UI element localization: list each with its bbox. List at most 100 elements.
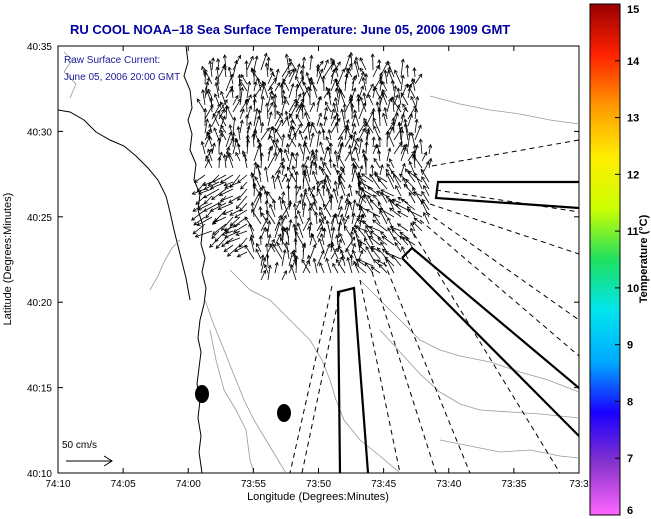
current-vector <box>223 244 234 252</box>
current-vector <box>305 165 311 183</box>
current-vector <box>358 71 365 85</box>
current-vector <box>393 174 402 190</box>
current-vector-head <box>247 121 252 126</box>
current-vector <box>281 215 287 225</box>
current-vector-head <box>220 129 224 134</box>
current-vector-head <box>319 179 323 185</box>
current-vector <box>328 129 332 141</box>
current-vector-head <box>388 158 393 163</box>
current-vector <box>238 78 248 92</box>
current-vector-head <box>381 80 386 85</box>
current-vector <box>340 166 346 176</box>
current-vector-head <box>357 239 362 244</box>
current-vector <box>428 144 432 155</box>
current-vector <box>254 176 262 190</box>
current-vector-head <box>267 220 272 225</box>
current-vector <box>316 227 323 239</box>
current-vector <box>353 164 360 183</box>
current-vector-head <box>344 73 349 78</box>
current-vector-head <box>304 191 308 196</box>
current-vector-head <box>294 184 299 189</box>
current-vector-head <box>227 66 232 71</box>
current-vector <box>210 97 213 113</box>
current-vector-head <box>254 176 259 181</box>
current-vector <box>395 185 402 197</box>
current-vector <box>355 146 360 162</box>
current-vector-head <box>237 196 241 201</box>
current-vector <box>344 74 348 92</box>
current-vector <box>274 262 278 274</box>
current-vector <box>239 109 245 120</box>
current-vector-head <box>228 199 233 204</box>
current-vector-head <box>379 209 383 215</box>
current-vector <box>309 133 314 148</box>
current-vector-head <box>363 122 368 127</box>
x-tick-label: 73:40 <box>436 479 461 490</box>
current-vector <box>403 184 416 197</box>
current-vector <box>304 112 311 127</box>
current-vector-head <box>359 213 364 218</box>
current-vector <box>323 162 332 176</box>
current-vector-head <box>290 82 295 88</box>
current-vector-head <box>285 143 290 148</box>
current-vector <box>350 52 353 71</box>
current-vector-head <box>356 218 361 223</box>
current-vector-head <box>256 76 261 82</box>
current-vector <box>337 174 341 190</box>
current-vector-head <box>247 80 252 85</box>
current-vector-head <box>235 151 239 156</box>
current-vector-head <box>251 68 255 73</box>
current-vector-head <box>214 81 219 87</box>
current-vector <box>323 243 330 260</box>
current-vector-head <box>263 52 268 57</box>
current-vector <box>413 67 416 78</box>
current-vector-head <box>219 132 224 138</box>
x-tick-label: 74:00 <box>176 479 201 490</box>
current-vector <box>211 143 215 155</box>
current-vector-head <box>351 236 356 241</box>
current-vector-head <box>360 173 366 178</box>
current-vector <box>316 149 318 162</box>
current-vector-head <box>337 61 341 66</box>
current-vector-head <box>352 242 356 247</box>
current-vector-head <box>423 211 427 217</box>
current-vector <box>288 119 294 134</box>
current-vector <box>232 117 236 134</box>
current-vector <box>389 207 402 218</box>
current-vector-head <box>234 59 239 64</box>
current-vector-head <box>300 76 304 81</box>
current-vector-head <box>386 163 391 168</box>
current-vector <box>267 91 272 106</box>
current-vector <box>218 99 228 113</box>
current-vector-head <box>371 107 376 112</box>
current-vector-head <box>265 253 270 258</box>
current-vector <box>359 57 367 71</box>
current-vector-head <box>402 176 407 182</box>
current-vector-head <box>281 157 286 162</box>
current-vector <box>317 67 325 85</box>
current-vector <box>356 218 367 225</box>
current-vector-head <box>390 79 395 84</box>
current-vector-head <box>326 146 331 151</box>
current-vector-head <box>214 75 219 81</box>
current-vector-head <box>355 203 360 208</box>
current-vector <box>281 116 289 127</box>
current-vector-head <box>412 144 417 149</box>
current-vector <box>389 158 395 169</box>
current-vector-head <box>420 200 425 205</box>
current-vector-head <box>400 198 405 203</box>
current-vector <box>295 114 304 127</box>
current-vector <box>387 227 395 239</box>
current-vector <box>246 56 254 71</box>
current-vector-head <box>403 183 408 188</box>
current-vector-head <box>373 213 377 218</box>
current-vector-head <box>368 225 373 230</box>
current-vector-head <box>425 160 430 166</box>
current-vector <box>382 89 388 99</box>
current-vector <box>267 57 270 71</box>
current-vector-head <box>276 82 281 87</box>
current-vector <box>395 203 409 211</box>
current-vector-head <box>273 152 277 157</box>
current-vector-head <box>417 124 422 129</box>
current-vector <box>264 190 269 204</box>
